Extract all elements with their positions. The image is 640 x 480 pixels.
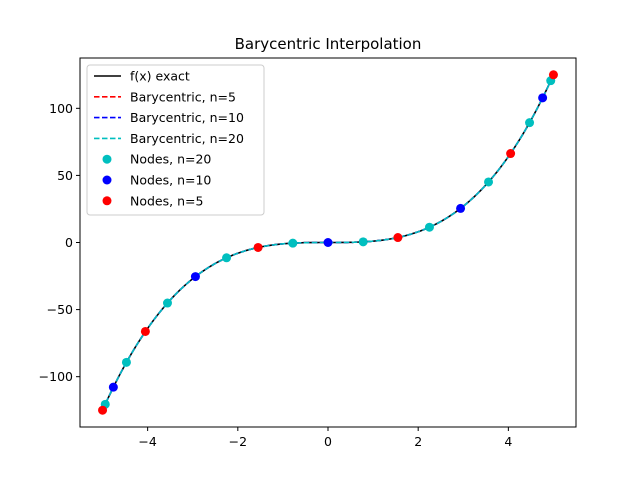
node-point bbox=[525, 118, 535, 128]
node-point bbox=[121, 357, 131, 367]
y-tick-label: −100 bbox=[39, 369, 73, 384]
node-point bbox=[424, 222, 434, 232]
node-point bbox=[288, 238, 298, 248]
node-point bbox=[484, 177, 494, 187]
legend-label: Nodes, n=5 bbox=[130, 193, 203, 208]
x-tick-label: 4 bbox=[504, 434, 512, 449]
node-point bbox=[323, 238, 333, 247]
y-tick-label: 100 bbox=[49, 101, 73, 116]
chart-title: Barycentric Interpolation bbox=[235, 35, 422, 53]
x-tick-label: −4 bbox=[138, 434, 156, 449]
legend-label: f(x) exact bbox=[130, 69, 190, 84]
x-tick-label: 0 bbox=[324, 434, 332, 449]
legend-label: Nodes, n=10 bbox=[130, 173, 211, 188]
legend-label: Barycentric, n=10 bbox=[130, 110, 244, 125]
node-point bbox=[190, 272, 200, 282]
legend-swatch bbox=[102, 175, 112, 185]
y-tick-label: −50 bbox=[47, 302, 73, 317]
legend-swatch bbox=[102, 196, 112, 206]
node-point bbox=[548, 70, 558, 80]
y-tick-label: 50 bbox=[57, 168, 73, 183]
node-point bbox=[538, 93, 548, 103]
legend-label: Barycentric, n=5 bbox=[130, 89, 236, 104]
legend-label: Barycentric, n=20 bbox=[130, 131, 244, 146]
node-point bbox=[358, 237, 368, 247]
x-tick-label: 2 bbox=[414, 434, 422, 449]
y-tick-label: 0 bbox=[65, 235, 73, 250]
legend-label: Nodes, n=20 bbox=[130, 152, 211, 167]
node-point bbox=[140, 326, 150, 336]
node-point bbox=[98, 405, 108, 415]
node-point bbox=[253, 242, 263, 252]
node-point bbox=[456, 203, 466, 213]
legend-box bbox=[86, 64, 265, 216]
node-point bbox=[162, 298, 172, 308]
node-point bbox=[393, 233, 403, 243]
x-tick-label: −2 bbox=[229, 434, 247, 449]
legend: f(x) exact Barycentric, n=5 Barycentric, n… bbox=[86, 64, 265, 216]
plot-area: −4 −2 0 2 4 −100 −50 0 50 100 bbox=[39, 57, 577, 449]
node-point bbox=[222, 253, 232, 263]
node-point bbox=[506, 149, 516, 159]
node-point bbox=[108, 382, 118, 392]
legend-swatch bbox=[102, 154, 112, 164]
